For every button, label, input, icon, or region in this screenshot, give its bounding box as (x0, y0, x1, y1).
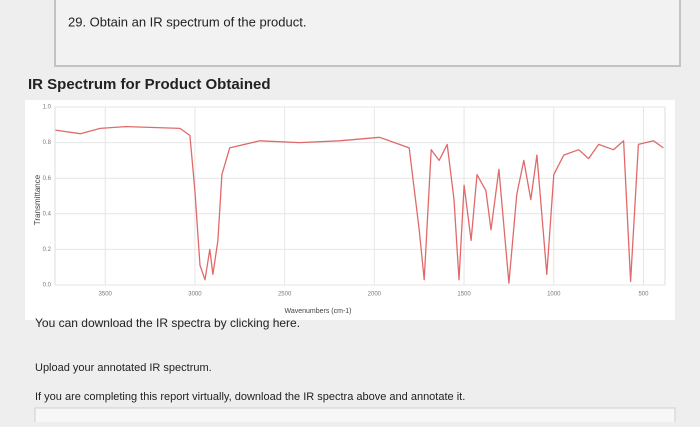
y-tick-label: 1.0 (43, 105, 52, 111)
y-tick-label: 0.6 (43, 176, 52, 182)
question: 29. Obtain an IR spectrum of the product… (68, 14, 306, 29)
virtual-text: If you are completing this report virtua… (35, 391, 465, 403)
y-tick-label: 0.8 (43, 140, 52, 146)
section-title: IR Spectrum for Product Obtained (28, 76, 271, 93)
x-tick-label: 500 (638, 292, 649, 298)
x-tick-label: 1000 (547, 292, 561, 298)
upload-text: Upload your annotated IR spectrum. (35, 362, 212, 374)
download-link[interactable]: You can download the IR spectra by click… (35, 316, 300, 330)
x-tick-label: 3500 (99, 292, 113, 298)
y-tick-label: 0.2 (43, 247, 52, 253)
x-tick-label: 1500 (457, 292, 471, 298)
x-tick-label: 3000 (188, 292, 202, 298)
x-tick-label: 2000 (368, 292, 382, 298)
spectrum-line (55, 125, 664, 284)
chart-panel (25, 100, 675, 320)
y-tick-label: 0.0 (43, 283, 52, 289)
y-tick-label: 0.4 (43, 211, 52, 217)
x-tick-label: 2500 (278, 292, 292, 298)
upload-box[interactable] (34, 407, 676, 427)
question-box (54, 0, 681, 67)
y-axis-label: Transmittance (33, 174, 42, 225)
x-axis-label: Wavenumbers (cm-1) (284, 308, 351, 315)
